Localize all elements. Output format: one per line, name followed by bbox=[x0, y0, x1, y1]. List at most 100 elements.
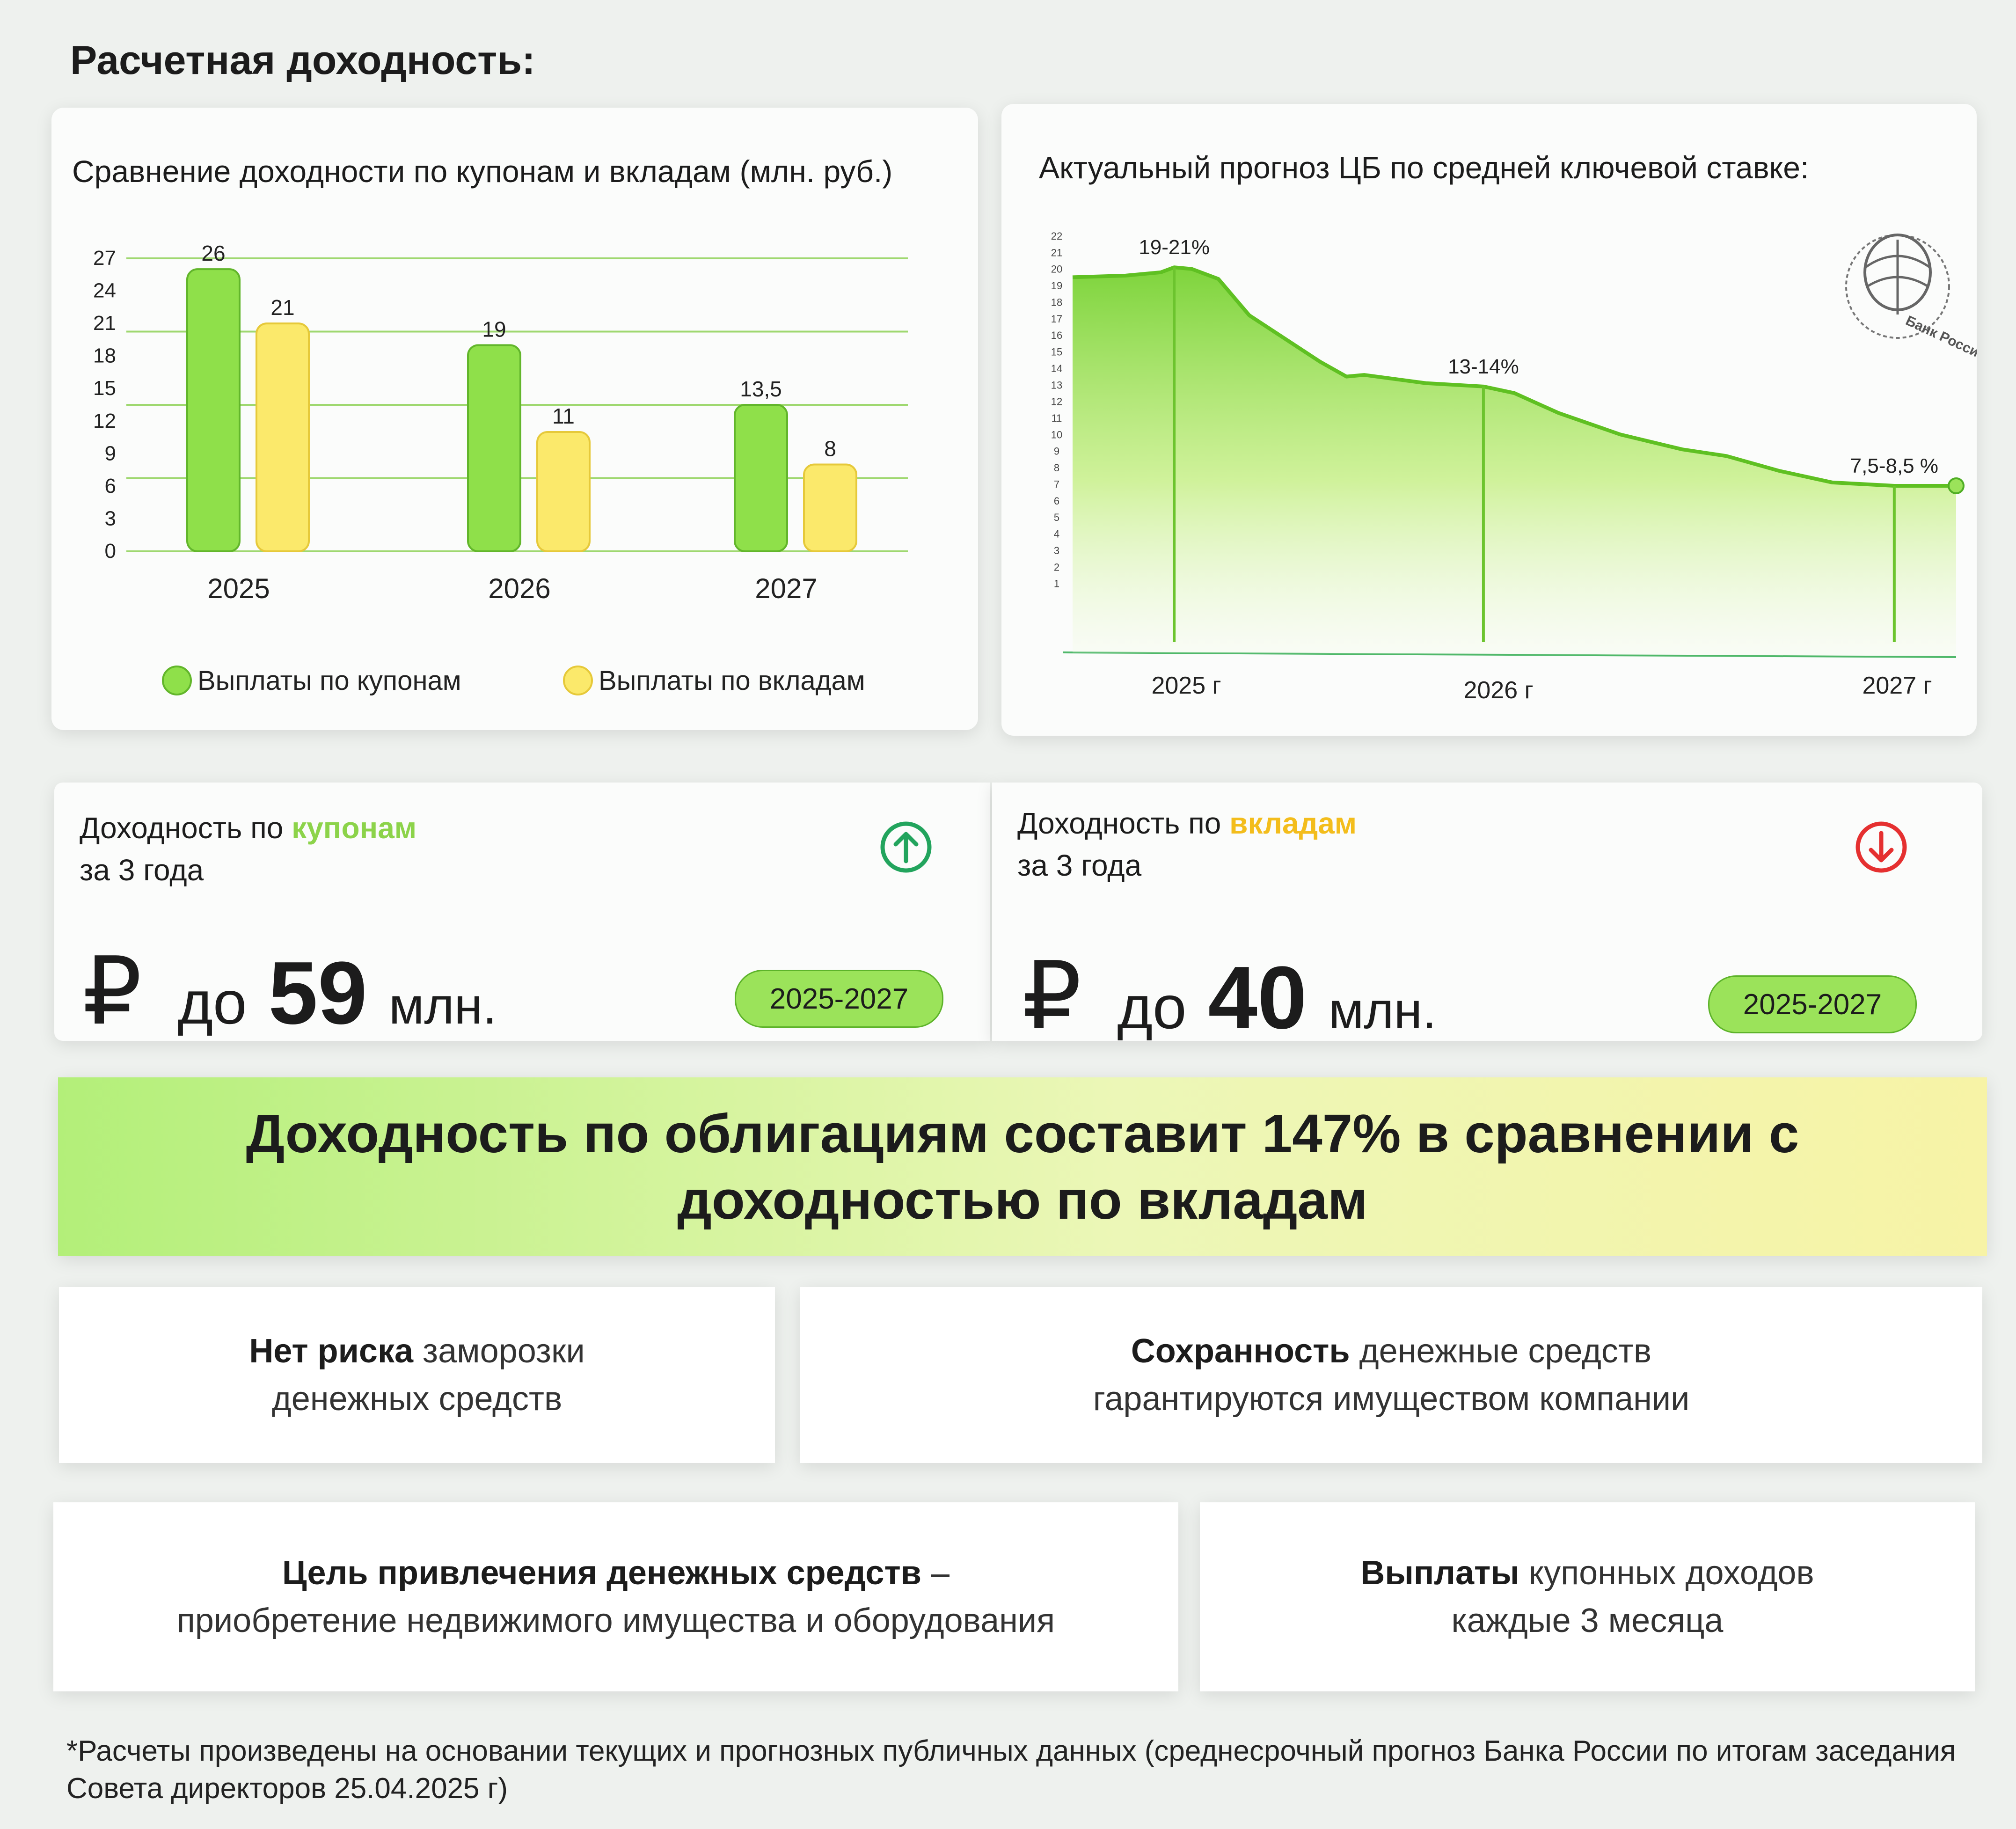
cb-logo-text: Банк России bbox=[1903, 313, 1977, 364]
bar-chart-title: Сравнение доходности по купонам и вклада… bbox=[72, 154, 893, 189]
bar-value-label: 11 bbox=[552, 404, 575, 428]
forecast-area bbox=[1073, 267, 1956, 656]
x-category-label: 2027 bbox=[755, 573, 817, 604]
y-tick-label: 7 bbox=[1054, 478, 1059, 490]
bar bbox=[186, 268, 241, 552]
feature-line1: Сохранность денежные средств bbox=[1131, 1327, 1651, 1375]
legend-label: Выплаты по вкладам bbox=[599, 666, 865, 696]
feature-bold: Нет риска bbox=[249, 1332, 414, 1370]
deposit-yield-amount: ₽ до 40 млн. bbox=[1022, 942, 1437, 1051]
arrow-up-circle-icon bbox=[880, 821, 932, 873]
y-tick-label: 17 bbox=[1051, 313, 1062, 325]
y-tick-label: 3 bbox=[1054, 545, 1059, 556]
y-tick-label: 21 bbox=[1051, 247, 1062, 258]
feature-rest: купонных доходов bbox=[1519, 1554, 1814, 1592]
deposit-yield-prefix: Доходность по bbox=[1017, 806, 1230, 840]
line-end-point bbox=[1948, 477, 1965, 494]
x-axis-line bbox=[1063, 651, 1957, 658]
coupon-yield-card: Доходность по купонам за 3 года ₽ до 59 … bbox=[54, 783, 990, 1044]
deposit-yield-number: 40 bbox=[1208, 948, 1307, 1047]
coupon-yield-prefix: Доходность по bbox=[80, 811, 292, 845]
y-tick-label: 12 bbox=[93, 410, 116, 432]
feature-rest: денежные средств bbox=[1350, 1332, 1652, 1370]
y-tick-label: 4 bbox=[1054, 528, 1059, 540]
bank-of-russia-logo: Банк России bbox=[1845, 234, 1977, 364]
y-tick-label: 6 bbox=[1054, 495, 1059, 507]
coupon-yield-subtitle: за 3 года bbox=[80, 853, 204, 887]
feature-bold: Сохранность bbox=[1131, 1332, 1350, 1370]
coupon-yield-pre: до bbox=[177, 968, 247, 1037]
y-tick-label: 19 bbox=[1051, 280, 1062, 292]
feature-line2: денежных средств bbox=[271, 1380, 562, 1418]
coupon-period-badge: 2025-2027 bbox=[735, 970, 943, 1028]
legend-swatch bbox=[162, 666, 192, 695]
deposit-yield-highlight: вкладам bbox=[1229, 806, 1357, 840]
coupon-yield-highlight: купонам bbox=[292, 811, 417, 845]
bar-value-label: 13,5 bbox=[740, 377, 782, 401]
y-tick-label: 0 bbox=[105, 540, 116, 563]
arrow-down-circle-icon bbox=[1855, 821, 1907, 873]
y-tick-label: 9 bbox=[105, 442, 116, 465]
y-tick-label: 2 bbox=[1054, 561, 1059, 573]
coupon-yield-number: 59 bbox=[268, 944, 367, 1043]
y-tick-label: 6 bbox=[105, 475, 116, 497]
feature-line2: гарантируются имуществом компании bbox=[1093, 1380, 1690, 1418]
line-chart-title: Актуальный прогноз ЦБ по средней ключево… bbox=[1039, 150, 1809, 185]
bar-value-label: 19 bbox=[482, 317, 506, 341]
y-tick-label: 10 bbox=[1051, 429, 1062, 440]
x-axis-label: 2025 г bbox=[1151, 672, 1221, 699]
x-axis-label: 2026 г bbox=[1463, 677, 1533, 704]
x-category-label: 2026 bbox=[488, 573, 550, 604]
legend-label: Выплаты по купонам bbox=[197, 666, 461, 696]
bar bbox=[256, 322, 310, 552]
bar-value-label: 21 bbox=[270, 295, 294, 320]
feature-line1: Нет риска заморозки bbox=[249, 1327, 584, 1375]
feature-bold: Цель привлечения денежных средств bbox=[282, 1554, 921, 1592]
coupon-yield-unit: млн. bbox=[388, 977, 497, 1035]
y-tick-label: 5 bbox=[1054, 512, 1059, 523]
feature-no-freeze-risk: Нет риска заморозки денежных средств bbox=[59, 1287, 775, 1463]
bar bbox=[803, 463, 857, 552]
x-axis-label: 2027 г bbox=[1862, 672, 1932, 699]
y-tick-label: 21 bbox=[93, 312, 116, 335]
feature-line2: приобретение недвижимого имущества и обо… bbox=[176, 1602, 1055, 1639]
feature-line1: Цель привлечения денежных средств – bbox=[282, 1549, 950, 1597]
line-chart: Банк России 1234567891011121314151617181… bbox=[1051, 230, 1977, 704]
y-tick-label: 24 bbox=[93, 279, 116, 302]
feature-funds-purpose: Цель привлечения денежных средств – прио… bbox=[53, 1502, 1178, 1691]
page-title: Расчетная доходность: bbox=[70, 38, 535, 83]
forecast-line bbox=[1072, 265, 1956, 488]
y-tick-label: 14 bbox=[1051, 363, 1062, 374]
coupon-yield-amount: ₽ до 59 млн. bbox=[82, 937, 497, 1046]
feature-fund-safety: Сохранность денежные средств гарантируют… bbox=[800, 1287, 1982, 1463]
feature-line1: Выплаты купонных доходов bbox=[1360, 1549, 1814, 1597]
y-tick-label: 15 bbox=[93, 377, 116, 400]
feature-line2: каждые 3 месяца bbox=[1451, 1602, 1724, 1639]
legend-swatch bbox=[563, 666, 593, 695]
y-tick-label: 9 bbox=[1054, 446, 1059, 457]
y-tick-label: 8 bbox=[1054, 462, 1059, 474]
y-tick-label: 20 bbox=[1051, 263, 1062, 275]
deposit-yield-subtitle: за 3 года bbox=[1017, 849, 1142, 882]
annotation-label: 19-21% bbox=[1139, 236, 1210, 259]
deposit-period-badge: 2025-2027 bbox=[1708, 975, 1917, 1033]
y-tick-label: 15 bbox=[1051, 346, 1062, 358]
y-tick-label: 11 bbox=[1052, 412, 1062, 424]
ruble-sign: ₽ bbox=[82, 939, 142, 1044]
bar-chart-card: Сравнение доходности по купонам и вклада… bbox=[51, 108, 978, 730]
y-tick-label: 27 bbox=[93, 247, 116, 270]
y-tick-label: 12 bbox=[1051, 396, 1062, 408]
feature-rest: – bbox=[921, 1554, 950, 1592]
y-tick-label: 16 bbox=[1051, 329, 1062, 341]
deposit-yield-heading: Доходность по вкладам bbox=[1017, 806, 1357, 841]
line-chart-card: Актуальный прогноз ЦБ по средней ключево… bbox=[1001, 104, 1977, 736]
feature-rest: заморозки bbox=[413, 1332, 585, 1370]
y-tick-label: 3 bbox=[105, 507, 116, 530]
comparison-banner: Доходность по облигациям составит 147% в… bbox=[58, 1077, 1987, 1256]
bar bbox=[467, 344, 521, 552]
y-tick-label: 18 bbox=[1051, 296, 1062, 308]
bar bbox=[734, 404, 788, 552]
deposit-yield-unit: млн. bbox=[1328, 982, 1437, 1039]
coupon-yield-heading: Доходность по купонам bbox=[80, 811, 416, 845]
y-tick-label: 22 bbox=[1051, 230, 1062, 242]
